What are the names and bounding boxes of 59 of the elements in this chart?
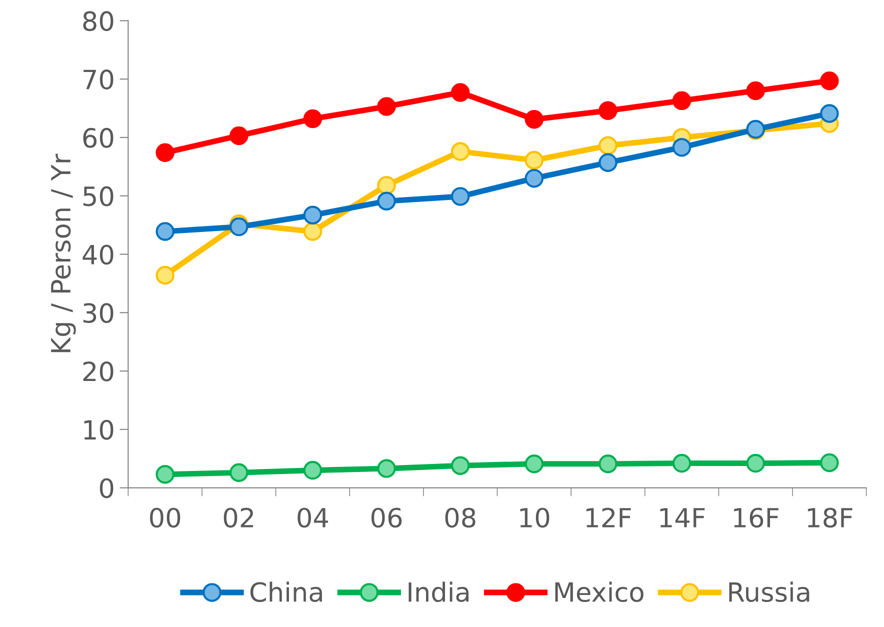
point (672, 91, 692, 110)
x-tick-label: 02 (224, 508, 254, 528)
point (377, 459, 396, 478)
point (820, 104, 839, 123)
point (377, 97, 396, 116)
y-tick-label: 70 (84, 70, 114, 90)
point (524, 168, 544, 188)
point (746, 81, 765, 100)
x-tick-label: 10 (520, 508, 550, 528)
point (672, 454, 692, 473)
point (524, 110, 544, 129)
x-tick-label: 00 (150, 508, 180, 528)
point (156, 465, 174, 484)
point (450, 83, 470, 102)
x-tick-label: 14F (660, 508, 705, 528)
point (820, 453, 839, 472)
point (156, 266, 174, 285)
point (598, 454, 618, 474)
point (820, 71, 839, 90)
point (450, 187, 470, 206)
y-tick-label: 20 (83, 361, 114, 382)
point (598, 101, 618, 120)
point (598, 153, 618, 172)
y-tick-label: 60 (83, 128, 114, 148)
point (450, 142, 470, 161)
point (303, 206, 322, 225)
point (230, 217, 248, 236)
x-tick-label: 06 (371, 508, 402, 528)
legend-label: India (408, 582, 468, 602)
x-tick-label: 04 (298, 508, 328, 528)
y-tick-label: 10 (84, 420, 114, 440)
y-tick-label: 30 (83, 303, 114, 324)
point (377, 192, 396, 210)
point (377, 176, 396, 195)
point (524, 454, 544, 474)
point (746, 454, 765, 473)
point (303, 460, 322, 480)
x-tick-label: 08 (445, 508, 476, 528)
y-axis-title: Kg / Person / Yr (51, 154, 76, 352)
point (156, 222, 174, 241)
point (156, 143, 174, 162)
x-tick-label: 18F (808, 508, 852, 528)
point (230, 126, 248, 146)
legend-label: China (250, 582, 322, 602)
point (672, 138, 692, 157)
legend-label: Russia (729, 582, 810, 602)
point (230, 463, 248, 482)
x-tick-label: 16F (734, 508, 778, 528)
x-tick-label: 12F (586, 508, 631, 528)
point (303, 109, 322, 128)
point (524, 150, 544, 170)
y-tick-label: 0 (100, 478, 114, 498)
point (450, 456, 470, 475)
point (598, 136, 618, 156)
y-tick-label: 80 (83, 11, 114, 32)
point (303, 222, 322, 241)
legend-label: Mexico (555, 582, 644, 602)
y-tick-label: 40 (82, 244, 114, 265)
y-tick-label: 50 (83, 186, 114, 206)
